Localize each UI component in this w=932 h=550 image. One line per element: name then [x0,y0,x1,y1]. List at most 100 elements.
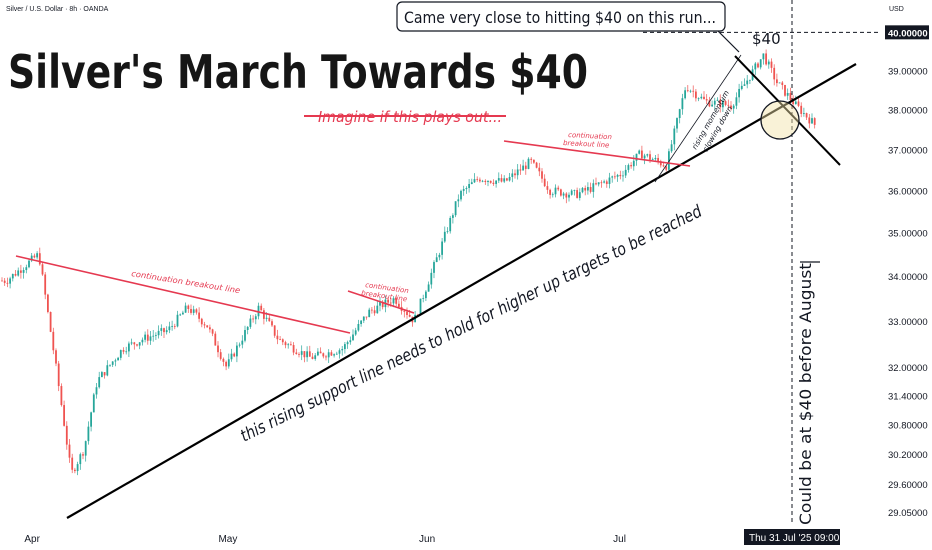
candle [805,112,808,120]
candle [519,164,522,175]
chart-title: Silver's March Towards $40 [8,45,588,99]
candle [111,361,114,367]
candle [454,201,457,218]
price-axis[interactable]: 29.05000 29.60000 30.20000 30.80000 31.40000… [882,0,932,550]
candle [643,153,646,165]
candle [200,317,203,328]
candle [433,260,435,279]
y-tick-label: 39.00000 [888,66,928,77]
y-tick-label: 30.20000 [888,450,928,461]
highlight-circle[interactable] [760,100,800,140]
candle [60,383,63,407]
candle [33,253,36,259]
downtrend-line[interactable] [734,55,841,166]
candle [684,87,686,100]
candle [368,307,371,318]
candle [738,83,740,103]
candle [732,104,735,114]
candle [146,329,149,345]
candle [735,92,738,110]
support-note: this rising support line needs to hold f… [237,202,705,447]
y-tick-label: 38.00000 [888,105,928,116]
candle [630,162,632,169]
candle [276,329,279,345]
candle [109,364,111,367]
candle [398,300,400,309]
candle [182,310,184,315]
breakout-line-2[interactable] [347,290,415,314]
candle [678,108,681,124]
channel-line[interactable] [654,54,742,183]
callout-text: Came very close to hitting $40 on this r… [404,8,716,27]
candle [422,294,425,303]
candle [209,324,211,333]
candle [479,177,481,183]
x-tick-label: Jul [613,534,626,545]
candle [354,327,357,336]
candle [476,176,479,182]
candle [468,179,470,193]
candle [727,99,730,110]
candle [492,179,495,186]
candle [157,325,160,339]
candle [295,348,298,355]
candle [589,182,592,194]
candle [533,159,535,164]
candle [462,185,465,196]
candle [117,356,119,361]
candle [144,331,146,343]
y-tick-label: 30.80000 [888,420,928,431]
candle [1,277,3,282]
candle [808,113,811,129]
candle [673,125,676,151]
candle [570,189,573,196]
candle [484,179,487,185]
candle [44,272,47,300]
candle [360,320,362,327]
candle [419,298,422,316]
candle [190,304,192,315]
candle [252,315,254,323]
candle [762,53,765,65]
candle [300,345,303,361]
candle [457,194,460,208]
breakout-line-1[interactable] [15,255,351,334]
time-axis[interactable]: Apr May Jun Jul Thu 31 Jul '25 09:00 [24,529,840,545]
candle [592,179,595,198]
candle [587,182,589,195]
candle [122,347,125,355]
candle [527,157,530,170]
y-tick-label: 33.00000 [888,317,928,328]
candle [163,327,165,338]
candle [84,440,87,462]
candle [57,360,60,392]
candle [616,173,619,182]
candle [160,324,163,336]
rising-support-line[interactable] [66,63,857,519]
candle [759,59,762,70]
candle [68,439,71,463]
x-tick-label: Apr [24,534,40,545]
candle [101,371,103,378]
candle [379,297,381,312]
candle [136,343,138,347]
symbol-header: Silver / U.S. Dollar · 8h · OANDA [6,6,109,13]
crosshair-date-label: Thu 31 Jul '25 09:00 [749,533,840,544]
candle [387,297,389,308]
candle [773,64,776,86]
candle [90,411,92,432]
candle [803,107,805,117]
candle [614,171,616,180]
candle [654,155,657,161]
candle [724,99,727,107]
august-note: Could be at $40 before August [796,263,815,525]
candle [641,145,643,159]
candle [373,305,376,316]
candle [371,307,373,314]
candle [47,293,49,314]
candle [330,350,333,356]
candle [92,392,95,413]
breakout-line-3[interactable] [503,140,691,167]
candle [406,307,408,319]
candle [778,82,781,84]
